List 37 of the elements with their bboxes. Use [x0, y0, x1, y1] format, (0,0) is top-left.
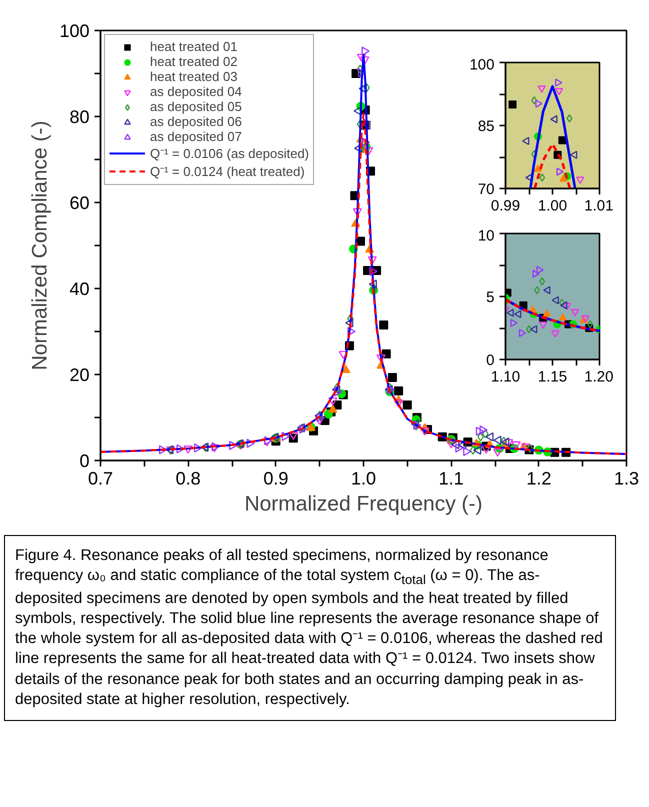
- x-tick-label: 1.1: [438, 468, 464, 488]
- legend-label: heat treated 03: [150, 69, 238, 84]
- x-tick-label: 0.9: [263, 468, 288, 488]
- legend-label: as deposited 06: [150, 114, 242, 129]
- x-tick-label: 1.3: [614, 468, 640, 488]
- x-tick-label: 1.0: [350, 468, 376, 488]
- x-tick-label: 1.01: [584, 198, 614, 214]
- y-tick-label: 60: [69, 193, 90, 213]
- x-tick-label: 1.10: [490, 368, 520, 386]
- y-tick-label: 80: [69, 107, 90, 127]
- legend-label: heat treated 01: [150, 39, 238, 54]
- y-tick-label: 0: [79, 451, 90, 471]
- y-tick-label: 70: [478, 181, 495, 198]
- y-tick-label: 100: [59, 21, 90, 41]
- x-tick-label: 0.8: [176, 468, 201, 488]
- x-tick-label: 0.7: [88, 468, 114, 488]
- y-tick-label: 100: [469, 56, 495, 74]
- legend-label: heat treated 02: [150, 54, 238, 69]
- legend-label: Q⁻¹ = 0.0106 (as deposited): [150, 145, 310, 162]
- y-tick-label: 10: [478, 228, 495, 244]
- legend-label: Q⁻¹ = 0.0124 (heat treated): [150, 163, 305, 180]
- x-tick-label: 0.99: [490, 198, 520, 214]
- x-tick-label: 1.2: [526, 468, 552, 488]
- y-tick-label: 5: [486, 289, 494, 306]
- x-tick-label: 1.20: [584, 368, 614, 386]
- y-axis-title: Normalized Compliance (-): [28, 120, 52, 370]
- x-tick-label: 1.15: [538, 368, 568, 386]
- y-tick-label: 85: [478, 118, 495, 135]
- x-tick-label: 1.00: [538, 198, 568, 214]
- y-tick-label: 0: [486, 352, 494, 369]
- legend-label: as deposited 05: [150, 99, 242, 114]
- text: Figure 4. Resonance peaks of all tested specimens, normalized by resonance frequency ω₀ and static compliance of the total system c$_{total}$ (ω = 0). The as-deposited specimens are denoted by open symbols and the heat treated by filled symbols, respectively. The solid blue line represents the average resonance shape of the whole system for all as-deposited data with Q⁻¹ = 0.0106, whereas the dashed red line represents the same for all heat-treated data with Q⁻¹ = 0.0124. Two insets show details of the resonance peak for both states and an occurring damping peak in as-deposited state at higher resolution, respectively.: [15, 547, 603, 708]
- y-tick-label: 40: [69, 279, 90, 299]
- y-tick-label: 20: [69, 365, 90, 385]
- x-axis-title: Normalized Frequency (-): [244, 492, 483, 516]
- legend-label: as deposited 04: [150, 84, 242, 99]
- legend-label: as deposited 07: [150, 129, 242, 144]
